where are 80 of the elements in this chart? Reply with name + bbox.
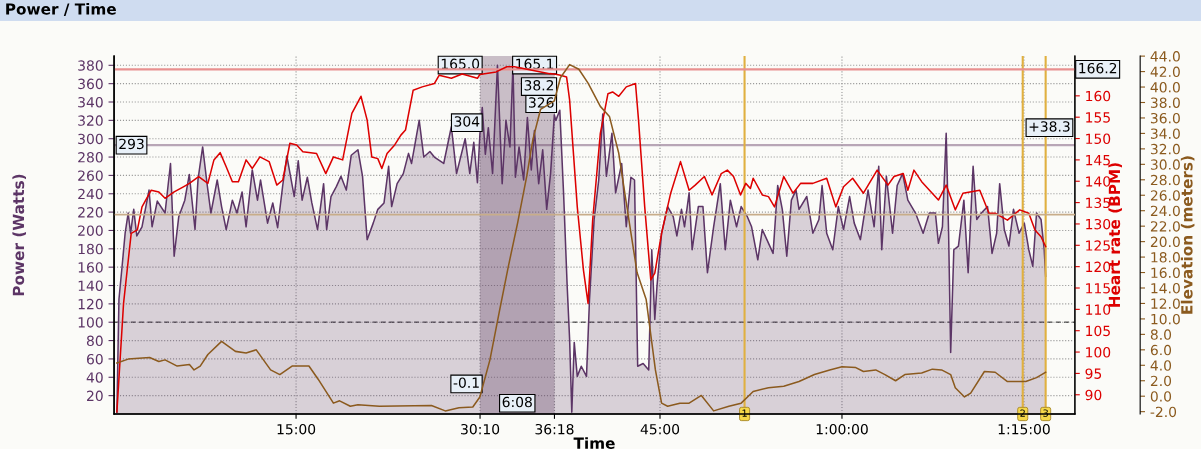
ref-line-label: 293 [119,138,144,150]
y3-tick-label: 44.0 [1150,51,1180,62]
x-tick-label: 15:00 [277,423,316,435]
y2-tick-label: 150 [1086,133,1111,145]
x-tick-label: 36:18 [535,423,574,435]
y-tick-label: 220 [78,207,103,218]
y-axis-title: Power (Watts) [12,174,27,296]
y3-tick-label: 10.0 [1151,313,1180,325]
y2-tick-label: 130 [1086,218,1111,230]
y-tick-label: 160 [78,262,103,273]
y-tick-label: 280 [78,152,103,163]
annotation: 38.2 [524,80,554,91]
y3-tick-label: 6.0 [1150,344,1172,356]
y-tick-label: 200 [78,225,103,236]
y2-tick-label: 105 [1086,325,1110,337]
chart-title: Power / Time [6,2,116,16]
x-tick-label: 1:00:00 [816,423,868,435]
x-tick-label: 45:00 [640,423,680,435]
y3-tick-label: 42.0 [1150,66,1180,78]
band-label: 6:08 [502,396,532,408]
ref-line-label: 166.2 [1079,62,1117,74]
y3-tick-label: 26.0 [1150,190,1180,201]
y3-tick-label: 28.0 [1150,174,1180,186]
annotation: 1 [742,409,747,417]
y2-tick-label: 140 [1086,176,1111,187]
annotation: 3 [1043,409,1048,417]
y-tick-label: 320 [78,115,103,126]
y3-tick-label: 34.0 [1150,128,1180,139]
y-tick-label: 300 [78,133,103,145]
y3-tick-label: 4.0 [1150,360,1172,371]
y3-tick-label: 8.0 [1150,329,1172,340]
y-tick-label: 20 [87,390,103,402]
y2-tick-label: 145 [1086,155,1110,166]
annotation: 165.1 [516,58,554,70]
y-tick-label: 140 [78,280,103,291]
y2-tick-label: 120 [1086,261,1111,273]
y3-tick-label: 18.0 [1151,252,1180,263]
y2-tick-label: 155 [1086,112,1110,123]
annotation: 165.0 [441,58,480,70]
y2-tick-label: 135 [1086,197,1110,209]
y2-tick-label: 95 [1085,368,1102,379]
y-tick-label: 120 [78,298,103,310]
y-tick-label: 60 [86,353,103,365]
y3-tick-label: 20.0 [1150,236,1180,248]
y3-tick-label: 14.0 [1151,282,1180,294]
y3-tick-label: 30.0 [1150,159,1180,170]
y3-tick-label: 22.0 [1150,221,1180,232]
y-tick-label: 360 [78,78,103,90]
y3-axis-title: Elevation (meters) [1180,156,1195,314]
y3-tick-label: 36.0 [1150,112,1180,124]
y3-tick-label: 2.0 [1150,375,1172,387]
y3-tick-label: 0.0 [1150,391,1172,402]
y-tick-label: 380 [78,60,103,71]
y2-tick-label: 125 [1086,240,1110,251]
x-tick-label: 1:15:00 [998,423,1050,435]
y-tick-label: 100 [78,317,103,328]
y-tick-label: 340 [78,96,103,108]
y-tick-label: 260 [78,170,103,181]
y3-tick-label: 38.0 [1150,97,1180,108]
x-tick-label: 30:10 [461,423,500,435]
x-axis-title: Time [573,437,615,449]
y3-tick-label: 12.0 [1151,298,1180,309]
y3-tick-label: -2.0 [1150,406,1177,418]
y2-tick-label: 115 [1086,283,1110,294]
y-tick-label: 80 [86,335,103,347]
annotation: 326 [529,97,554,108]
y2-tick-label: 160 [1086,90,1111,102]
annotation: -0.1 [453,377,479,388]
y3-tick-label: 32.0 [1150,143,1180,155]
y2-tick-label: 100 [1086,347,1111,358]
annotation: 304 [454,116,480,127]
y2-tick-label: 90 [1085,389,1102,401]
y-tick-label: 180 [78,243,103,255]
y3-tick-label: 24.0 [1150,205,1180,217]
annotation: 2 [1020,409,1025,417]
y3-tick-label: 16.0 [1151,267,1180,279]
y3-tick-label: 40.0 [1150,82,1180,93]
y-tick-label: 40 [86,372,103,383]
y-tick-label: 240 [78,188,103,200]
annotation: +38.3 [1029,121,1070,132]
